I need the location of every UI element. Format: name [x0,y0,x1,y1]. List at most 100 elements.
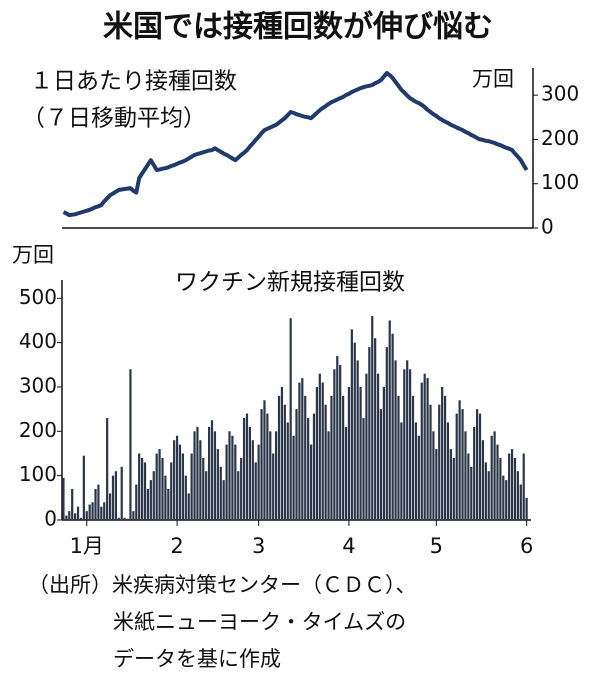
bar [315,386,318,520]
x-tick-label: 6 [520,534,533,558]
line [62,71,529,218]
y-unit: 万回 [12,243,54,267]
bar [240,457,243,520]
bar [362,418,365,520]
y-tick-label: 0 [541,215,554,239]
bar [272,453,275,520]
bar [132,511,135,520]
bar [266,413,269,520]
bar [411,395,415,520]
bar [178,444,182,520]
bar [426,378,429,520]
bar [260,409,263,520]
bar [286,422,289,520]
x-tick-label: 2 [170,534,183,558]
bar [519,484,522,520]
bar [254,462,257,520]
bar [414,422,418,520]
bar [309,444,313,520]
bar [62,477,65,520]
bar [152,471,155,520]
x-tick-label: 1月 [70,534,104,558]
bar [429,404,432,520]
y-tick-label: 300 [19,373,57,397]
bar [193,431,196,520]
bar [525,497,528,520]
bar [231,435,234,520]
bar [269,431,272,520]
bar [158,449,161,520]
x-tick-label: 4 [342,534,355,558]
bar [350,329,353,520]
bar [353,342,356,520]
bar [312,413,316,520]
bar [455,413,458,520]
bar [522,453,525,520]
chart-subtitle: （７日移動平均） [22,106,206,132]
bar [129,369,132,520]
bar [510,449,514,520]
bar [470,466,473,520]
bar [406,360,409,520]
bar [97,484,100,520]
bar [251,440,254,520]
source: 米紙ニューヨーク・タイムズの [113,610,406,634]
bar [219,466,222,520]
bar [190,453,193,520]
bar [420,382,423,520]
bar [94,488,97,520]
bar [301,378,304,520]
bar [365,373,368,520]
bar [68,511,71,520]
bar [438,404,441,520]
bar [257,444,260,520]
bar [502,475,505,520]
bar [108,493,112,520]
bar [79,517,83,520]
bar [175,435,179,520]
bar [210,420,214,520]
bar [371,316,374,520]
bar [516,471,519,520]
bar [138,453,141,520]
bar [234,444,237,520]
bar [106,418,109,520]
x-tick-label: 5 [430,534,443,558]
bar [170,462,173,520]
bar [100,506,103,520]
bar [225,444,228,520]
bar [513,457,517,520]
bar [117,517,120,520]
bar [275,431,278,520]
bar [173,440,176,520]
bar [202,457,205,520]
bar [496,444,499,520]
bar [403,369,406,520]
bar [167,488,170,520]
bar [461,409,464,520]
bar [318,373,321,520]
bar [449,449,452,520]
bar [376,373,380,520]
bar [481,440,485,520]
bar [283,404,286,520]
bar [478,413,482,520]
bar [184,475,187,520]
bar [295,409,298,520]
y-tick-label: 400 [19,329,57,353]
page-title: 米国では接種回数が伸び悩む [103,10,493,45]
bar [490,435,493,520]
source: データを基に作成 [113,647,281,671]
y-tick-label: 100 [19,462,57,486]
bar [205,471,208,520]
bar [181,453,184,520]
chart-title: ワクチン新規接種回数 [175,270,405,296]
bar [391,333,394,520]
bar [213,431,217,520]
bar [374,338,377,520]
bar [484,462,487,520]
bar [248,426,251,520]
bar [74,513,77,520]
bar [216,449,219,520]
